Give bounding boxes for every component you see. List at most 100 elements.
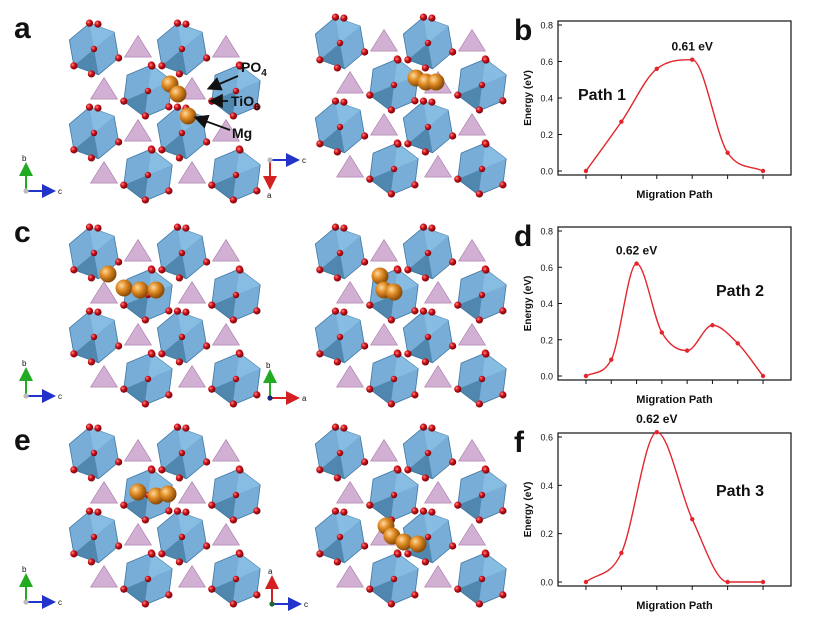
data-point [725,150,730,155]
oxygen-atom [87,70,95,78]
mg-atom [395,533,413,551]
data-point [760,168,766,174]
oxygen-atom [165,307,173,315]
oxygen-atom [120,385,128,393]
octahedron-face [73,453,99,479]
oxygen-atom [340,98,348,106]
oxygen-atom [253,591,261,599]
oxygen-atom [390,491,398,499]
oxygen-atom [94,20,102,28]
octahedron-face [123,175,148,202]
oxygen-atom [361,48,369,56]
oxygen-atom [203,138,211,146]
octahedron-face [394,552,419,579]
panel-label-d: d [514,220,533,253]
po4-tetrahedron [124,238,152,262]
plot-frame [557,226,792,381]
oxygen-atom [475,190,483,198]
oxygen-atom [141,516,149,524]
y-axis-label: Energy (eV) [523,276,534,332]
octahedron-face [148,148,173,175]
octahedron-face [482,58,507,85]
oxygen-atom [394,56,402,64]
y-tick-label: 0.4 [540,299,553,309]
oxygen-atom [208,301,216,309]
oxygen-atom [232,171,240,179]
oxygen-atom [333,148,341,156]
oxygen-atom [449,132,457,140]
po4-tetrahedron [370,28,398,52]
y-tick-label: 0.6 [540,57,553,67]
oxygen-atom [94,508,102,516]
octahedron-face [369,169,394,196]
po4-tetrahedron [178,480,206,504]
mg-atom [99,265,117,283]
oxygen-atom [411,391,419,399]
peak-label: 0.62 eV [616,244,657,258]
po4-tetrahedron [370,322,398,346]
octahedron-face [394,142,419,169]
oxygen-atom [165,591,173,599]
po4-tetrahedron [336,480,364,504]
oxygen-atom [165,391,173,399]
oxygen-atom [229,112,237,120]
octahedron-face [148,552,173,579]
octahedron-face [161,337,187,363]
po4-tetrahedron [124,34,152,58]
mg-atom [409,535,427,553]
oxygen-atom [482,466,490,474]
octahedron-face [319,253,345,279]
oxygen-atom [340,14,348,22]
oxygen-atom [208,585,216,593]
oxygen-atom [428,424,436,432]
oxygen-atom [316,140,324,148]
oxygen-atom [475,106,483,114]
octahedron-face [423,311,449,337]
peak-label: 0.62 eV [636,412,677,426]
y-tick-label: 0.4 [540,94,553,104]
oxygen-atom [366,385,374,393]
oxygen-atom [411,591,419,599]
structure-e-right [314,423,507,608]
po4-tetrahedron [178,280,206,304]
oxygen-atom [148,266,156,274]
po4-tetrahedron [458,322,486,346]
oxygen-atom [85,507,94,515]
oxygen-atom [85,307,94,315]
octahedron-face [211,175,236,202]
po4-tetrahedron [178,364,206,388]
y-tick-label: 0.0 [540,578,553,588]
oxygen-atom [336,449,344,457]
oxygen-atom [173,103,182,111]
oxygen-atom [85,223,94,231]
oxygen-atom [85,19,94,27]
panel-label-b: b [514,14,533,47]
oxygen-atom [394,466,402,474]
octahedron-face [407,253,433,279]
oxygen-atom [208,501,216,509]
axis-label: c [302,156,306,165]
po4-tetrahedron [370,238,398,262]
oxygen-atom [449,458,457,466]
oxygen-atom [232,491,240,499]
energy-curve [585,262,764,377]
data-point [609,357,614,362]
oxygen-atom [87,474,95,482]
panel-label-e: e [14,424,31,457]
oxygen-atom [424,39,432,47]
y-tick-label: 0.4 [540,481,553,491]
po4-tetrahedron [336,70,364,94]
oxygen-atom [229,400,237,408]
oxygen-atom [361,458,369,466]
octahedron-face [236,148,261,175]
octahedron-face [369,495,394,522]
axes-triad-e-right: a c [265,567,308,611]
octahedron-face [319,127,345,153]
oxygen-atom [208,181,216,189]
data-point [690,516,695,522]
oxygen-atom [253,103,261,111]
oxygen-atom [90,129,98,137]
oxygen-atom [404,550,412,558]
oxygen-atom [87,358,95,366]
octahedron-face [369,579,394,606]
